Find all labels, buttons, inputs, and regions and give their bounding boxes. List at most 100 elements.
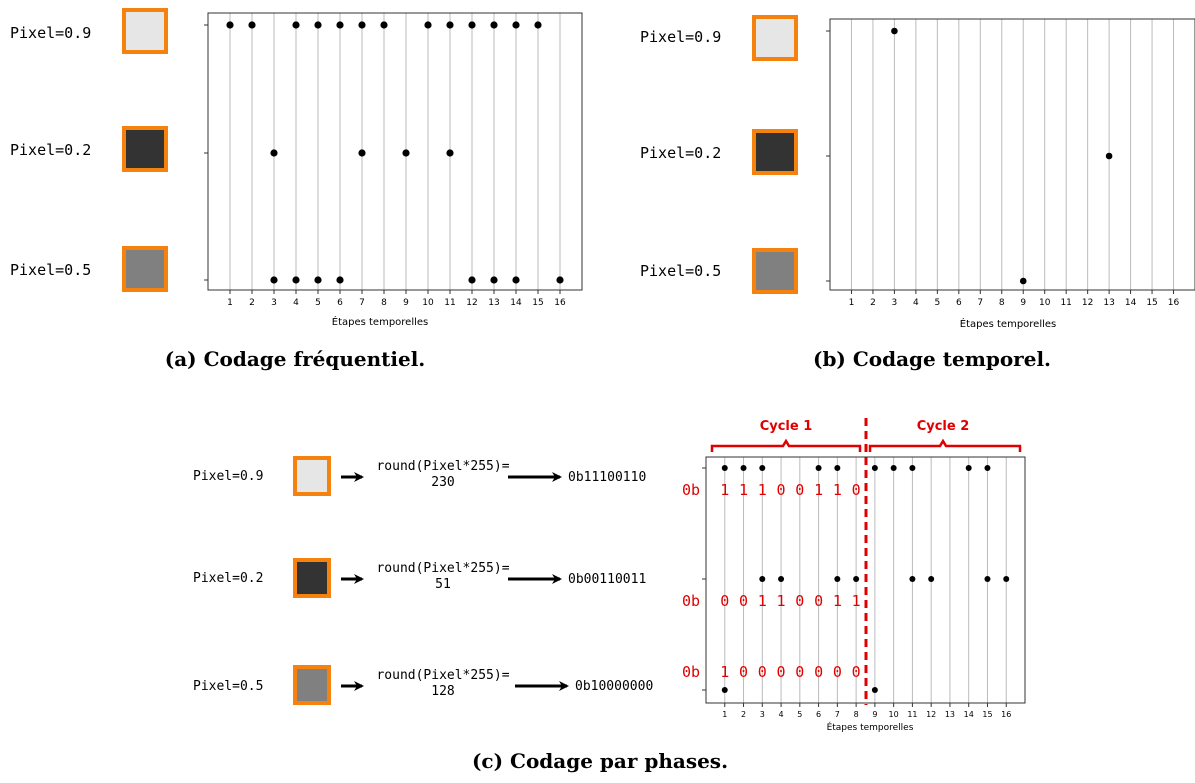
panel-c: Pixel=0.9 round(Pixel*255)= 2 3 0 0b111001… (193, 418, 1026, 773)
pixel-square-0-5 (293, 665, 331, 705)
x-tick-label: 14 (1125, 298, 1137, 308)
x-tick-label: 15 (1146, 298, 1157, 308)
spike-point (984, 465, 991, 471)
pixel-label: Pixel=0.9 (10, 24, 91, 42)
spike-point (759, 576, 766, 582)
x-tick-label: 8 (381, 298, 387, 308)
x-tick-label: 16 (1168, 298, 1180, 308)
pixel-label: Pixel=0.5 (10, 261, 91, 279)
x-tick-label: 3 (892, 298, 898, 308)
pixel-label: Pixel=0.9 (640, 28, 721, 46)
x-tick-label: 16 (554, 298, 566, 308)
spike-point (1003, 576, 1010, 582)
spike-point (292, 21, 300, 29)
bit-value: 0 (852, 481, 861, 499)
x-axis-label: Étapes temporelles (827, 721, 914, 733)
x-tick-label: 14 (510, 298, 522, 308)
spike-point (270, 276, 278, 284)
spike-point (740, 465, 747, 471)
x-tick-label: 1 (227, 298, 233, 308)
bit-value: 1 (777, 592, 786, 610)
spike-point (534, 21, 542, 29)
x-tick-label: 3 (760, 710, 765, 719)
spike-point (358, 21, 366, 29)
bit-value: 0 (795, 663, 804, 681)
binary-value: 0b11100110 (568, 470, 646, 485)
x-tick-label: 2 (741, 710, 746, 719)
spike-point (402, 149, 410, 157)
spike-point (1019, 277, 1027, 285)
bit-value: 1 (720, 663, 729, 681)
bit-value: 1 (739, 481, 748, 499)
spike-point (226, 21, 234, 29)
spike-point (314, 21, 322, 29)
spike-raster-plot: 1 2 3 4 5 6 7 8 9 10 11 12 13 14 15 16 (204, 12, 583, 308)
bit-value: 1 (833, 481, 842, 499)
x-tick-label: 7 (835, 710, 840, 719)
formula-text: round(Pixel*255)= (376, 459, 509, 474)
bit-annotations: 0b 1 1 1 0 0 1 1 00b 0 0 1 1 0 0 1 10b 1 0 0 0 0 0 0 0 (682, 481, 861, 681)
spike-point (1105, 152, 1113, 160)
caption: (c) Codage par phases. (472, 749, 728, 773)
spike-point (314, 276, 322, 284)
bit-value: 0 (758, 663, 767, 681)
x-tick-label: 13 (1103, 298, 1114, 308)
caption: (a) Codage fréquentiel. (165, 347, 426, 371)
bit-value: 1 (852, 592, 861, 610)
spike-point (358, 149, 366, 157)
spike-point (512, 276, 520, 284)
spike-point (871, 465, 878, 471)
spike-point (834, 576, 841, 582)
x-tick-label: 12 (926, 710, 936, 719)
bit-value: 0 (777, 481, 786, 499)
spike-point (909, 576, 916, 582)
x-tick-label: 4 (779, 710, 784, 719)
bit-value: 1 (720, 481, 729, 499)
x-tick-label: 5 (315, 298, 321, 308)
bit-value: 0 (833, 663, 842, 681)
pixel-square-0-9 (293, 456, 331, 496)
pixel-square-0-9 (122, 8, 168, 54)
x-tick-label: 10 (422, 298, 434, 308)
x-tick-label: 12 (1082, 298, 1093, 308)
x-tick-label: 15 (982, 710, 992, 719)
spike-point (853, 576, 860, 582)
bit-value: 0 (795, 481, 804, 499)
spike-raster-plot: 1 2 3 4 5 6 7 8 9 10 11 12 13 14 15 16 (702, 456, 1026, 719)
x-tick-label: 9 (1020, 298, 1026, 308)
spike-point (759, 465, 766, 471)
formula-text: round(Pixel*255)= (376, 561, 509, 576)
spike-point (380, 21, 388, 29)
x-tick-label: 9 (403, 298, 409, 308)
spike-point (871, 687, 878, 693)
spike-point (292, 276, 300, 284)
x-tick-label: 8 (999, 298, 1005, 308)
bit-value: 1 (758, 592, 767, 610)
x-tick-label: 13 (488, 298, 499, 308)
spike-point (556, 276, 564, 284)
x-tick-label: 7 (359, 298, 365, 308)
x-tick-label: 13 (945, 710, 955, 719)
bit-value: 1 (758, 481, 767, 499)
spike-point (834, 465, 841, 471)
pixel-label: Pixel=0.2 (640, 144, 721, 162)
pixel-square-0-2 (293, 558, 331, 598)
spike-point (336, 21, 344, 29)
x-tick-label: 3 (271, 298, 277, 308)
pixel-square-0-5 (752, 248, 798, 294)
pixel-square-0-9 (752, 15, 798, 61)
pixel-label: Pixel=0.2 (10, 141, 91, 159)
x-tick-label: 6 (956, 298, 962, 308)
cycle-2-bracket (868, 438, 1022, 452)
bit-value: 0 (739, 592, 748, 610)
x-axis-label: Étapes temporelles (332, 315, 429, 328)
binary-value: 0b10000000 (575, 679, 653, 694)
bit-value: 0 (814, 663, 823, 681)
cycle-label: Cycle 1 (760, 419, 813, 434)
spike-point (721, 687, 728, 693)
pixel-label: Pixel=0.9 (193, 469, 263, 484)
x-tick-label: 7 (977, 298, 983, 308)
x-tick-label: 12 (466, 298, 477, 308)
x-tick-label: 5 (934, 298, 940, 308)
